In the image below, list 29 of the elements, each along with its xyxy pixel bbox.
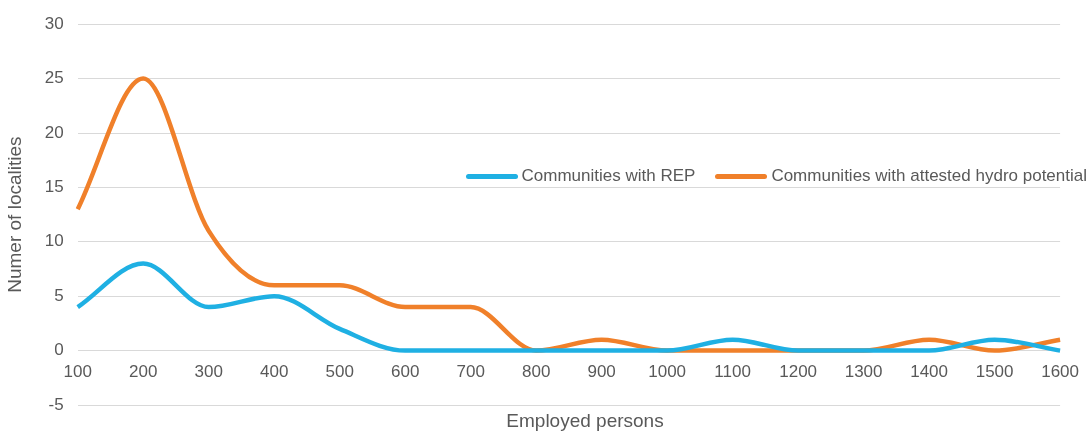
legend-label: Communities with REP [521,166,696,186]
x-tick-label: 800 [521,362,551,382]
y-tick-label: 10 [44,231,64,251]
y-tick-label: 0 [54,340,64,360]
x-tick-label: 700 [456,362,485,382]
y-tick-label: -5 [48,394,64,414]
y-tick-label: 15 [44,177,64,197]
x-tick-label: 1400 [910,362,949,382]
x-tick-label: 500 [325,362,354,382]
x-tick-label: 1000 [648,362,687,382]
x-tick-label: 1600 [1041,362,1079,382]
x-tick-label: 1500 [975,362,1014,382]
x-tick-label: 300 [194,362,223,382]
x-axis-title: Employed persons [505,410,665,432]
x-tick-label: 600 [390,362,420,382]
x-tick-label: 1300 [844,362,883,382]
x-tick-label: 1200 [779,362,818,382]
y-tick-label: 20 [44,122,64,142]
legend-label: Communities with attested hydro potential [771,166,1087,186]
line-series [75,261,1063,353]
y-axis-title: Numer of localities [3,136,25,293]
y-tick-label: 25 [44,68,64,88]
x-tick-label: 400 [260,362,289,382]
x-tick-label: 100 [63,362,92,382]
x-tick-label: 1100 [714,362,751,382]
x-tick-label: 900 [587,362,616,382]
y-tick-label: 30 [44,13,64,33]
y-tick-label: 5 [54,285,64,305]
x-tick-label: 200 [129,362,158,382]
